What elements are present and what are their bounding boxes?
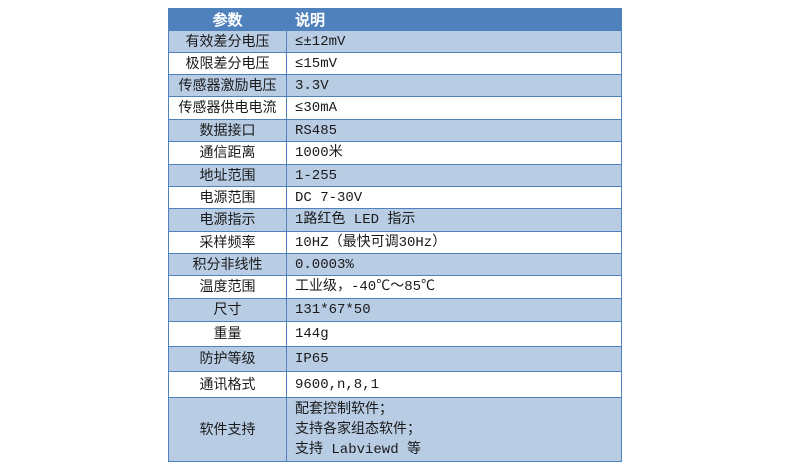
desc-cell: IP65: [286, 346, 622, 372]
param-cell: 通讯格式: [168, 371, 287, 398]
desc-line: 配套控制软件；: [295, 401, 393, 418]
param-cell: 地址范围: [168, 164, 287, 187]
param-cell: 传感器供电电流: [168, 96, 287, 120]
desc-cell: 144g: [286, 321, 622, 347]
desc-cell: DC 7-30V: [286, 186, 622, 209]
table-row: 通讯格式 9600,n,8,1: [168, 371, 622, 398]
param-cell: 电源指示: [168, 208, 287, 232]
param-cell: 有效差分电压: [168, 30, 287, 53]
table-row: 尺寸 131*67*50: [168, 298, 622, 322]
table-row: 地址范围 1-255: [168, 164, 622, 187]
header-desc: 说明: [286, 8, 622, 31]
table-row: 极限差分电压 ≤15mV: [168, 52, 622, 75]
desc-cell: 1路红色 LED 指示: [286, 208, 622, 232]
desc-cell: 10HZ（最快可调30Hz）: [286, 231, 622, 254]
desc-cell: RS485: [286, 119, 622, 142]
param-cell: 积分非线性: [168, 253, 287, 276]
desc-cell: ≤15mV: [286, 52, 622, 75]
param-cell: 尺寸: [168, 298, 287, 322]
table-row: 电源指示 1路红色 LED 指示: [168, 208, 622, 232]
param-cell: 软件支持: [168, 397, 287, 462]
table-row: 采样频率 10HZ（最快可调30Hz）: [168, 231, 622, 254]
table-header-row: 参数 说明: [168, 8, 622, 31]
desc-cell: 1000米: [286, 141, 622, 165]
param-cell: 温度范围: [168, 275, 287, 299]
desc-cell: 工业级，-40℃～85℃: [286, 275, 622, 299]
desc-cell: ≤30mA: [286, 96, 622, 120]
table-row: 数据接口 RS485: [168, 119, 622, 142]
param-cell: 采样频率: [168, 231, 287, 254]
table-row: 传感器供电电流 ≤30mA: [168, 96, 622, 120]
desc-cell: 3.3V: [286, 74, 622, 97]
table-row: 传感器激励电压 3.3V: [168, 74, 622, 97]
desc-cell: 131*67*50: [286, 298, 622, 322]
param-cell: 重量: [168, 321, 287, 347]
table-row: 重量 144g: [168, 321, 622, 347]
table-row: 电源范围 DC 7-30V: [168, 186, 622, 209]
param-cell: 电源范围: [168, 186, 287, 209]
param-cell: 防护等级: [168, 346, 287, 372]
table-row: 防护等级 IP65: [168, 346, 622, 372]
desc-cell: ≤±12mV: [286, 30, 622, 53]
table-row: 有效差分电压 ≤±12mV: [168, 30, 622, 53]
header-param: 参数: [168, 8, 287, 31]
desc-cell: 9600,n,8,1: [286, 371, 622, 398]
table-row: 积分非线性 0.0003%: [168, 253, 622, 276]
param-cell: 通信距离: [168, 141, 287, 165]
param-cell: 传感器激励电压: [168, 74, 287, 97]
spec-table: 参数 说明 有效差分电压 ≤±12mV 极限差分电压 ≤15mV 传感器激励电压 3.3V…: [168, 8, 622, 462]
table-row: 通信距离 1000米: [168, 141, 622, 165]
table-row: 温度范围 工业级，-40℃～85℃: [168, 275, 622, 299]
param-cell: 数据接口: [168, 119, 287, 142]
desc-line: 支持各家组态软件；: [295, 421, 421, 438]
table-row: 软件支持 配套控制软件； 支持各家组态软件； 支持 Labviewd 等: [168, 397, 622, 462]
param-cell: 极限差分电压: [168, 52, 287, 75]
desc-cell: 配套控制软件； 支持各家组态软件； 支持 Labviewd 等: [286, 397, 622, 462]
desc-line: 支持 Labviewd 等: [295, 441, 422, 458]
desc-cell: 0.0003%: [286, 253, 622, 276]
desc-cell: 1-255: [286, 164, 622, 187]
